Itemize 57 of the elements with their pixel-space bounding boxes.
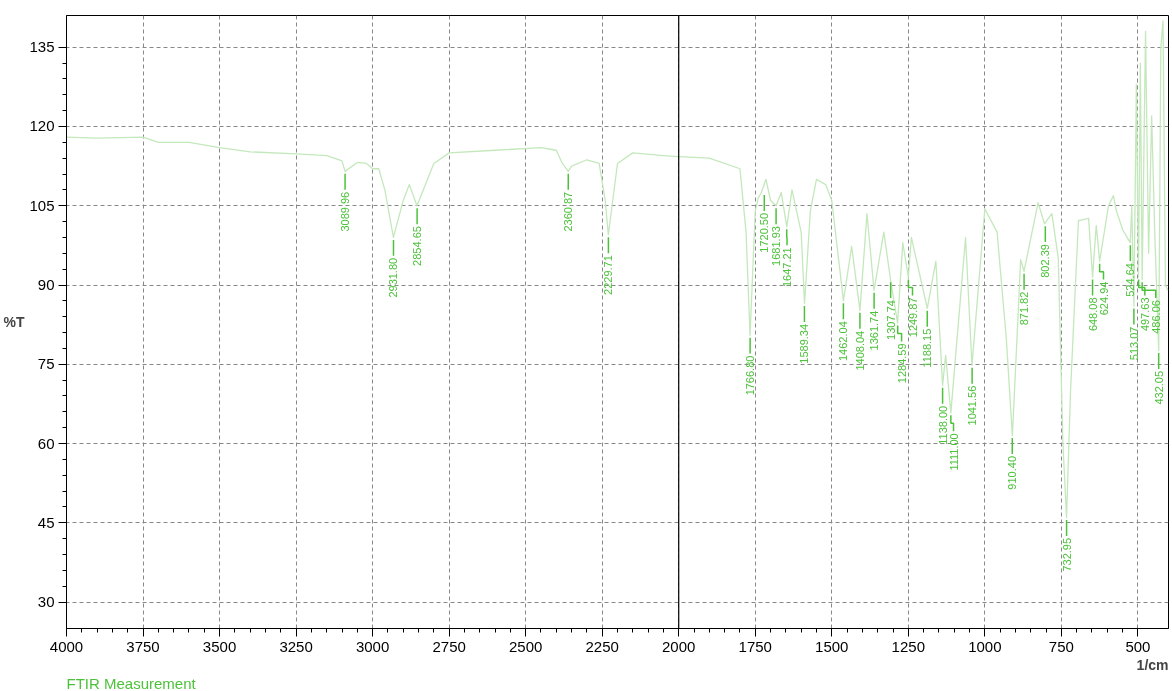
annotation: 1589.34 <box>798 323 811 364</box>
y-tick-label: 45 <box>37 513 55 531</box>
x-tick-label: 2500 <box>508 637 543 655</box>
x-tick-label: 2250 <box>585 637 619 655</box>
annotation: 1284.59 <box>895 343 908 384</box>
x-tick-label: 750 <box>1048 637 1074 655</box>
annotation: 2931.80 <box>387 257 400 298</box>
annotation: 1720.50 <box>758 212 771 253</box>
y-tick-label: 60 <box>37 434 55 452</box>
x-tick-label: 1750 <box>738 637 772 655</box>
x-tick-label: 1500 <box>815 637 849 655</box>
annotation: 1188.15 <box>921 328 934 368</box>
annotation: 1462.04 <box>837 321 850 362</box>
annotation: 1041.56 <box>966 385 979 426</box>
annotation: 802.39 <box>1039 244 1052 278</box>
annotation: 432.05 <box>1152 370 1165 405</box>
annotation: 1647.21 <box>781 247 794 288</box>
x-tick-label: 500 <box>1125 637 1151 655</box>
annotation: 1138.00 <box>936 405 949 445</box>
annotation: 910.40 <box>1006 455 1019 490</box>
annotation: 1307.74 <box>884 300 897 340</box>
y-tick-label: 75 <box>37 355 55 373</box>
annotation: 2854.65 <box>411 226 424 266</box>
y-tick-label: 30 <box>37 593 55 611</box>
annotation: 871.82 <box>1018 291 1031 326</box>
annotation: 497.63 <box>1138 297 1151 332</box>
annotation: 1111.00 <box>947 433 960 471</box>
annotation: 2360.87 <box>562 191 575 232</box>
y-axis-title: %T <box>3 314 25 330</box>
x-tick-label: 1000 <box>968 637 1002 655</box>
x-tick-label: 1250 <box>891 637 925 655</box>
x-tick-label: 2750 <box>432 637 466 655</box>
annotation: 513.07 <box>1127 326 1140 361</box>
text: FTIR Measurement <box>66 674 197 691</box>
x-tick-label: 3000 <box>355 637 390 655</box>
x-tick-label: 2000 <box>662 637 696 655</box>
annotation: 1361.74 <box>868 310 881 351</box>
x-tick-label: 3500 <box>202 637 237 655</box>
y-tick-label: 120 <box>29 117 55 135</box>
annotation: 1766.80 <box>744 355 757 396</box>
annotation: 2229.71 <box>602 255 615 295</box>
annotation: 1249.87 <box>906 297 919 338</box>
x-axis-title: 1/cm <box>1136 656 1169 673</box>
annotation: 1408.04 <box>853 330 866 371</box>
y-tick-label: 105 <box>29 196 55 214</box>
annotation: 732.95 <box>1060 537 1073 572</box>
x-tick-label: 3750 <box>126 637 160 655</box>
annotation: 1681.93 <box>770 226 783 266</box>
annotation: 524.64 <box>1124 263 1137 297</box>
annotation: 624.94 <box>1097 281 1110 316</box>
x-tick-label: 3250 <box>279 637 313 655</box>
x-tick-label: 4000 <box>49 637 84 655</box>
y-tick-label: 135 <box>29 38 55 56</box>
y-tick-label: 90 <box>37 276 55 294</box>
annotation: 486.06 <box>1149 300 1162 334</box>
annotation: 3089.96 <box>339 191 352 232</box>
annotation: 648.08 <box>1086 297 1099 332</box>
